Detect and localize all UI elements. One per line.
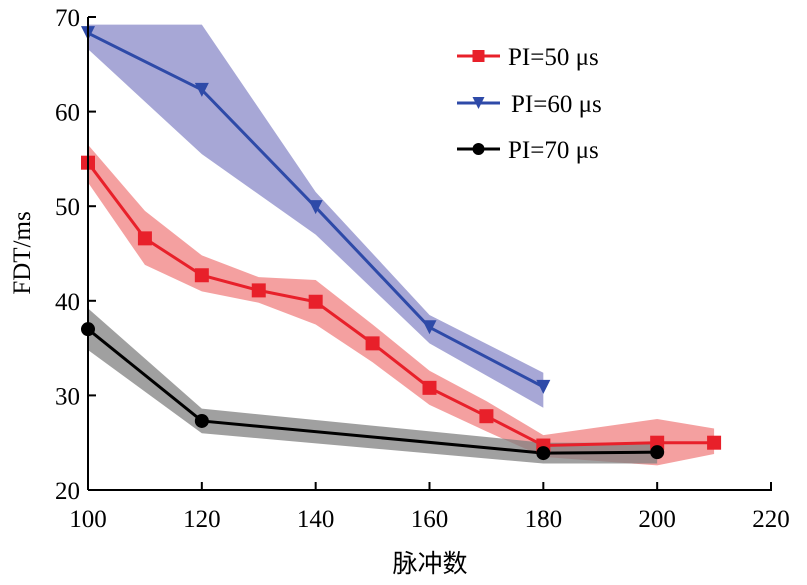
x-ticks: 100 120 140 160 180 200 220 [69,482,790,533]
legend-marker [472,97,485,109]
data-point [194,82,209,97]
data-point [194,268,209,283]
x-tick-label: 140 [297,506,335,533]
x-tick-label: 180 [525,506,563,533]
legend-marker [472,50,485,62]
data-point [308,200,323,215]
y-tick-label: 40 [55,289,80,316]
y-tick-label: 20 [55,478,80,505]
x-tick-label: 160 [411,506,449,533]
y-tick-label: 30 [55,383,80,410]
y-tick-label: 60 [55,100,80,127]
legend-label: PI=60 μs [511,91,602,118]
band-triangle-down [88,24,544,408]
data-point [707,435,722,450]
data-point [536,446,551,461]
data-point [650,445,665,460]
legend-marker [472,143,485,155]
x-tick-label: 100 [69,506,107,533]
x-axis-title: 脉冲数 [392,550,467,578]
data-point [422,380,437,395]
data-point [536,379,551,394]
data-point [422,320,437,335]
x-tick-label: 220 [752,506,790,533]
series-line [87,328,658,455]
data-point [251,283,266,298]
legend: PI=50 μs PI=60 μs PI=70 μs [457,44,602,164]
confidence-bands [88,24,715,466]
data-point [308,294,323,309]
y-axis-title: FDT/ms [9,211,36,294]
y-tick-label: 50 [55,194,80,221]
y-tick-label: 70 [55,5,80,32]
y-ticks: 20 30 40 50 60 70 [55,5,96,505]
x-tick-label: 200 [638,506,676,533]
data-point [137,231,152,246]
x-tick-label: 120 [183,506,221,533]
data-point [479,409,494,424]
data-point [365,336,380,351]
data-point [194,413,209,428]
legend-label: PI=50 μs [508,44,599,71]
legend-label: PI=70 μs [508,137,599,164]
band-square [88,144,715,466]
